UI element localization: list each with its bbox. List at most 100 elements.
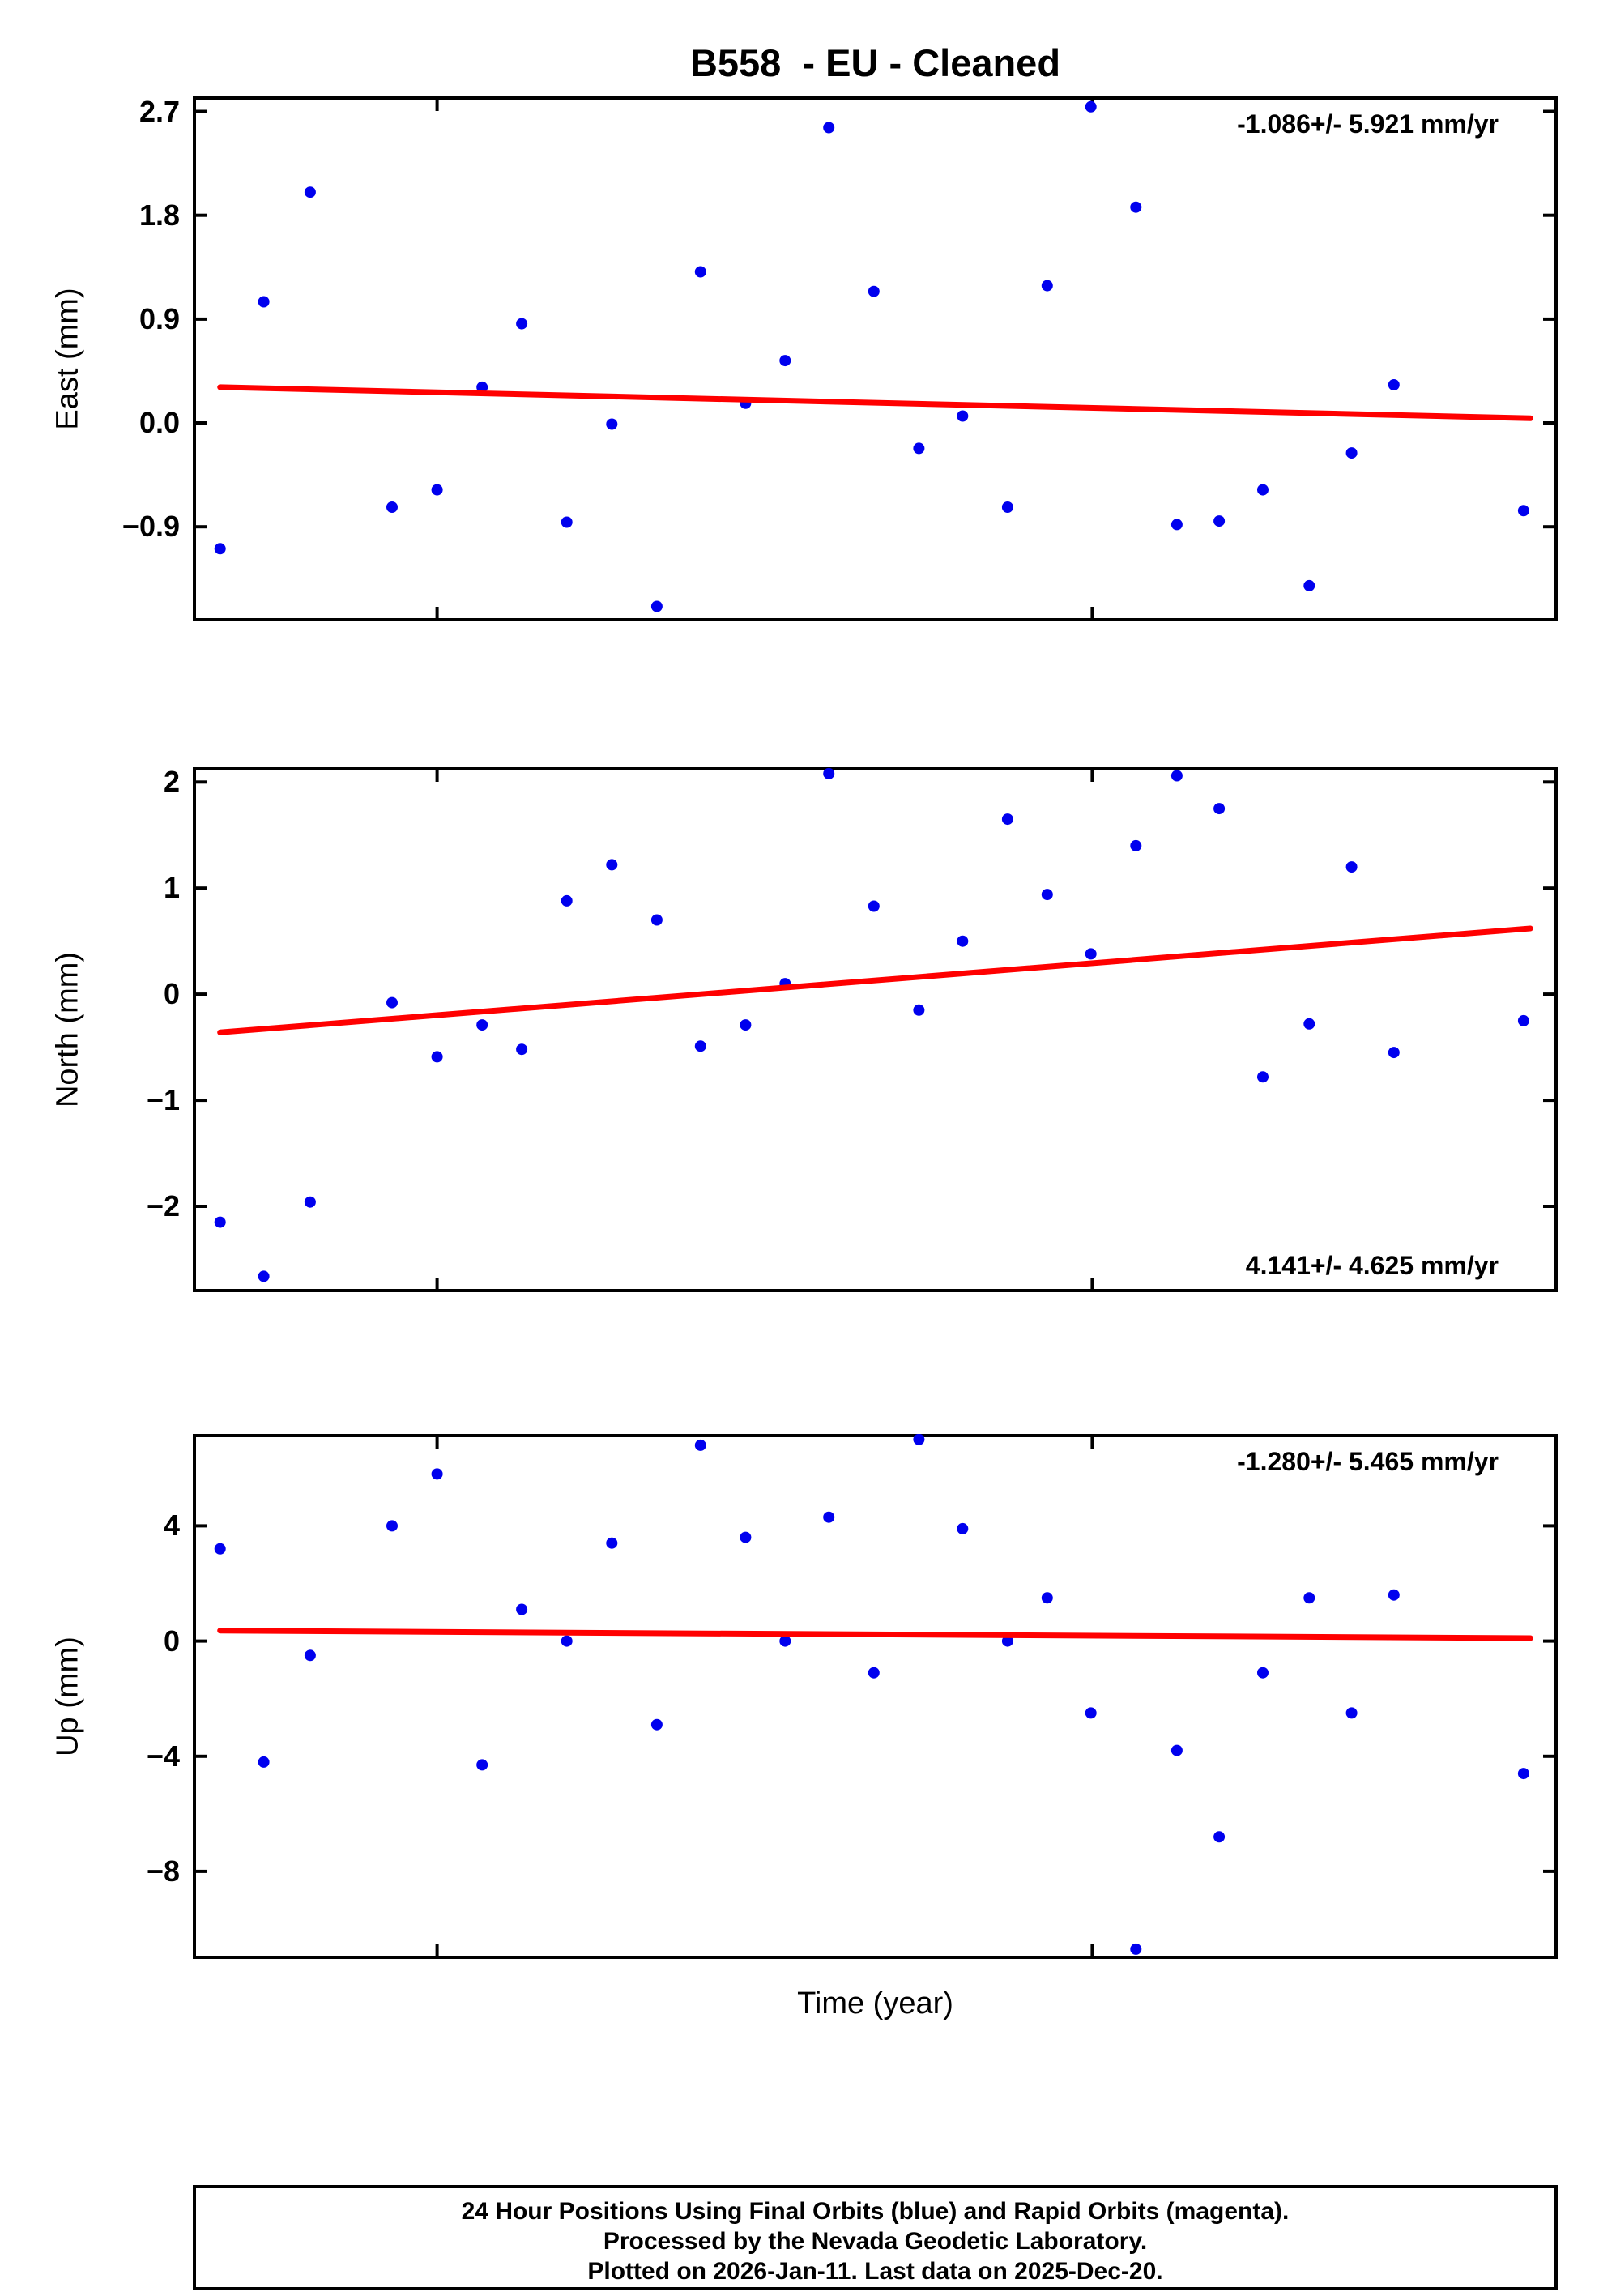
data-point xyxy=(431,484,443,496)
y-tick-label: −2 xyxy=(146,1189,180,1223)
data-point xyxy=(779,1635,791,1647)
data-point xyxy=(1345,447,1358,459)
data-point xyxy=(913,1004,925,1016)
data-point xyxy=(779,355,791,367)
trend-line xyxy=(217,384,1533,421)
y-tick-label: 0 xyxy=(163,977,180,1011)
data-point xyxy=(1303,579,1315,591)
data-point xyxy=(1517,1768,1529,1780)
data-point xyxy=(1085,948,1097,960)
y-tick-label: −0.9 xyxy=(122,510,180,544)
data-point xyxy=(1130,201,1142,213)
data-point xyxy=(1085,100,1097,113)
data-point xyxy=(1303,1018,1315,1030)
data-point xyxy=(1041,889,1053,901)
plot-frame xyxy=(193,96,1558,621)
data-point xyxy=(823,1511,835,1523)
data-point xyxy=(1085,1707,1097,1719)
data-point xyxy=(957,410,969,422)
x-axis-label: Time (year) xyxy=(797,1987,953,2021)
data-point xyxy=(516,1603,528,1615)
data-point xyxy=(516,318,528,330)
data-point xyxy=(650,600,663,612)
y-tick-label: −1 xyxy=(146,1083,180,1117)
footer-line-orbits: 24 Hour Positions Using Final Orbits (bl… xyxy=(461,2198,1290,2225)
data-point xyxy=(1388,1047,1400,1059)
data-point xyxy=(386,1520,398,1532)
plot-frame xyxy=(193,767,1558,1292)
data-point xyxy=(304,1196,316,1208)
data-point xyxy=(1345,861,1358,873)
data-point xyxy=(561,1635,573,1647)
data-point xyxy=(1170,1744,1183,1756)
y-tick-label: 0.0 xyxy=(139,406,180,440)
data-point xyxy=(1213,1831,1226,1843)
data-point xyxy=(258,1270,270,1282)
east-rate-annotation: -1.086+/- 5.921 mm/yr xyxy=(1237,109,1499,139)
data-point xyxy=(476,1019,488,1031)
data-point xyxy=(1130,1943,1142,1955)
east-scatter-plot xyxy=(193,96,1558,621)
data-point xyxy=(476,381,488,393)
north-panel: North (mm) 4.141+/- 4.625 mm/yr −2 −1 0 1 2 xyxy=(0,765,1599,1292)
y-tick-label: 2 xyxy=(163,765,180,799)
data-point xyxy=(476,1759,488,1771)
trend-line xyxy=(217,925,1533,1035)
footer-line-processed-by: Processed by the Nevada Geodetic Laborat… xyxy=(603,2228,1148,2255)
data-point xyxy=(1388,379,1400,390)
y-tick-label: 1.8 xyxy=(139,198,180,232)
data-point xyxy=(516,1043,528,1056)
figure-title: B558 - EU - Cleaned xyxy=(689,41,1061,84)
data-point xyxy=(823,122,835,134)
data-point xyxy=(868,900,880,912)
data-point xyxy=(694,1040,706,1052)
data-point xyxy=(258,1756,270,1768)
y-tick-label: −4 xyxy=(146,1739,180,1773)
data-point xyxy=(1257,1667,1269,1679)
data-point xyxy=(957,1522,969,1534)
data-point xyxy=(823,767,835,779)
data-point xyxy=(740,1019,752,1031)
data-point xyxy=(1001,1635,1013,1647)
data-point xyxy=(431,1468,443,1480)
data-point xyxy=(1001,501,1013,513)
data-point xyxy=(694,1439,706,1451)
data-point xyxy=(1170,519,1183,531)
data-point xyxy=(606,1537,618,1549)
data-point xyxy=(650,1718,663,1731)
data-point xyxy=(214,1543,226,1555)
data-point xyxy=(214,1216,226,1228)
data-point xyxy=(214,543,226,555)
data-point xyxy=(913,1434,925,1445)
data-point xyxy=(1041,280,1053,292)
data-point xyxy=(694,266,706,278)
data-point xyxy=(740,1531,752,1543)
data-point xyxy=(386,501,398,513)
data-point xyxy=(561,894,573,907)
data-point xyxy=(1001,813,1013,826)
data-point xyxy=(1257,1071,1269,1083)
data-point xyxy=(1130,839,1142,851)
data-point xyxy=(913,442,925,455)
data-point xyxy=(1517,505,1529,517)
data-point xyxy=(1213,515,1226,527)
data-point xyxy=(868,285,880,297)
data-point xyxy=(868,1667,880,1679)
data-point xyxy=(1213,803,1226,815)
data-point xyxy=(431,1051,443,1063)
y-tick-label: 4 xyxy=(163,1509,180,1543)
data-point xyxy=(606,418,618,430)
data-point xyxy=(1257,484,1269,496)
y-tick-label: 0.9 xyxy=(139,301,180,335)
data-point xyxy=(650,914,663,926)
trend-line xyxy=(217,1628,1533,1641)
plot-frame xyxy=(193,1434,1558,1959)
data-point xyxy=(957,935,969,947)
data-point xyxy=(1345,1707,1358,1719)
y-tick-label: 1 xyxy=(163,871,180,905)
up-panel: Up (mm) -1.280+/- 5.465 mm/yr −8 −4 0 4 xyxy=(0,1434,1599,1959)
data-point xyxy=(304,186,316,198)
footer-box: 24 Hour Positions Using Final Orbits (bl… xyxy=(193,2185,1558,2290)
y-tick-label: −8 xyxy=(146,1854,180,1888)
